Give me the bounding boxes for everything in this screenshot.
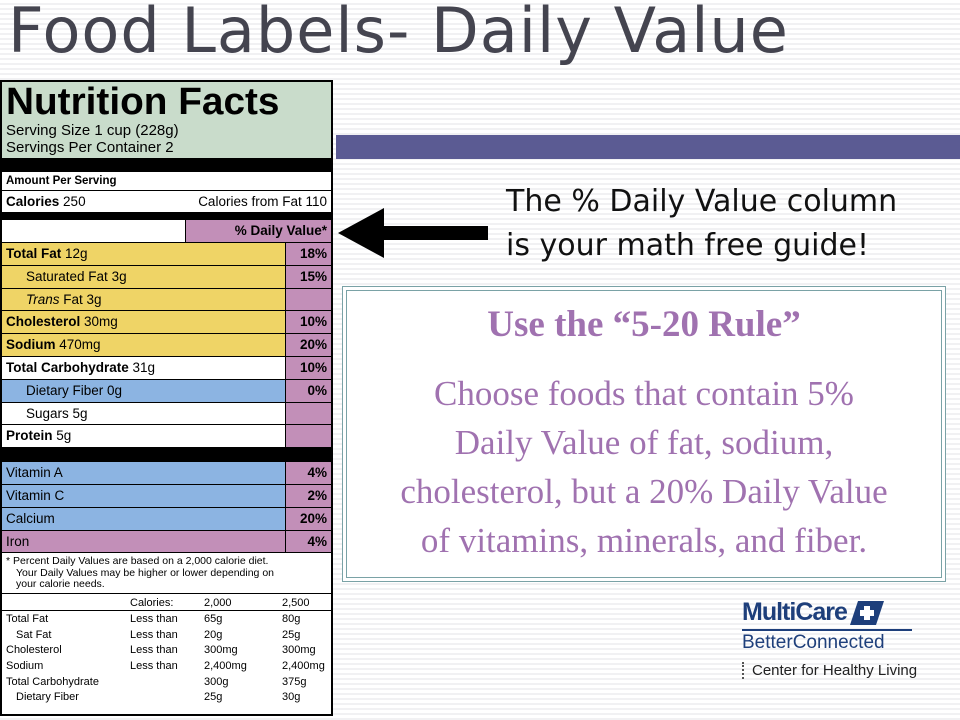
dv-value: 20% [285,334,331,356]
dv-value [285,288,331,311]
calories-from-fat: Calories from Fat 110 [198,194,327,209]
calories-row: Calories 250 Calories from Fat 110 [2,191,331,212]
dv-value: 20% [285,507,331,530]
amount-per-serving: Amount Per Serving [2,172,331,191]
logo-center-name: Center for Healthy Living [742,662,942,679]
servings-per-container: Servings Per Container 2 [6,139,174,156]
vitamin-row-calcium: Calcium 20% [2,506,331,530]
nutrient-row-protein: Protein 5g [2,424,331,448]
dv-value: 10% [285,356,331,379]
vitamin-row-vitamin-c: Vitamin C 2% [2,483,331,507]
reference-row: Dietary Fiber 25g 30g [16,691,301,704]
multicare-logo: MultiCare BetterConnected Center for Hea… [742,598,942,679]
rule-line: Choose foods that contain 5% [434,374,854,413]
arrow-left-icon [338,208,488,258]
dv-value: 4% [285,462,331,484]
nutrient-row-total-carbohydrate: Total Carbohydrate 31g 10% [2,355,331,379]
reference-row: Sodium Less than 2,400mg 2,400mg [6,660,325,673]
reference-row: Total Fat Less than 65g 80g [6,613,301,626]
daily-value-column-label: % Daily Value* [185,220,331,242]
nutrition-facts-title: Nutrition Facts [6,81,280,123]
nutrient-row-cholesterol: Cholesterol 30mg 10% [2,310,331,334]
reference-row: Cholesterol Less than 300mg 300mg [6,644,316,657]
dv-value: 15% [285,265,331,288]
nutrient-row-total-fat: Total Fat 12g 18% [2,242,331,265]
divider-medium [2,212,331,219]
nutrition-facts-label: Nutrition Facts Serving Size 1 cup (228g… [0,80,333,716]
logo-name: MultiCare [742,598,848,626]
nutrient-row-sodium: Sodium 470mg 20% [2,333,331,356]
accent-bar [336,135,960,159]
calories-value: 250 [63,194,86,209]
logo-tagline: BetterConnected [742,629,912,654]
serving-size: Serving Size 1 cup (228g) [6,122,179,139]
slide-title: Food Labels- Daily Value [8,0,789,67]
vitamin-row-vitamin-a: Vitamin A 4% [2,461,331,484]
rule-body: Choose foods that contain 5% Daily Value… [347,369,941,565]
dv-value: 0% [285,379,331,402]
callout-line: is your math free guide! [506,228,870,263]
divider-thick [2,447,331,462]
reference-table: Calories: 2,000 2,500 Total Fat Less tha… [2,594,331,705]
nutrient-row-saturated-fat: Saturated Fat 3g 15% [2,264,331,288]
dv-value: 2% [285,484,331,507]
dv-value: 10% [285,311,331,334]
dv-value: 4% [285,530,331,553]
rule-box: Use the “5-20 Rule” Choose foods that co… [342,286,946,582]
dv-value [285,425,331,448]
reference-row: Total Carbohydrate 300g 375g [6,675,307,688]
reference-row: Sat Fat Less than 20g 25g [16,628,301,641]
medical-cross-icon [849,600,884,625]
vitamin-row-iron: Iron 4% [2,529,331,553]
nutrient-row-dietary-fiber: Dietary Fiber 0g 0% [2,378,331,402]
calories-label: Calories [6,194,60,209]
divider-thick [2,158,331,172]
reference-header-row: Calories: 2,000 2,500 [2,594,331,612]
dv-value [285,402,331,425]
rule-line: Daily Value of fat, sodium, [454,423,834,462]
callout-text: The % Daily Value column is your math fr… [506,180,956,268]
nutrient-row-sugars: Sugars 5g [2,401,331,425]
dv-value: 18% [285,243,331,265]
rule-line: of vitamins, minerals, and fiber. [420,521,868,560]
rule-title: Use the “5-20 Rule” [487,304,801,345]
daily-value-header: % Daily Value* [2,219,331,242]
footnote: * Percent Daily Values are based on a 2,… [2,552,331,594]
rule-line: cholesterol, but a 20% Daily Value [400,472,888,511]
callout-line: The % Daily Value column [506,184,898,219]
nutrient-row-trans-fat: Trans Fat 3g [2,287,331,311]
label-header: Nutrition Facts Serving Size 1 cup (228g… [2,82,331,158]
